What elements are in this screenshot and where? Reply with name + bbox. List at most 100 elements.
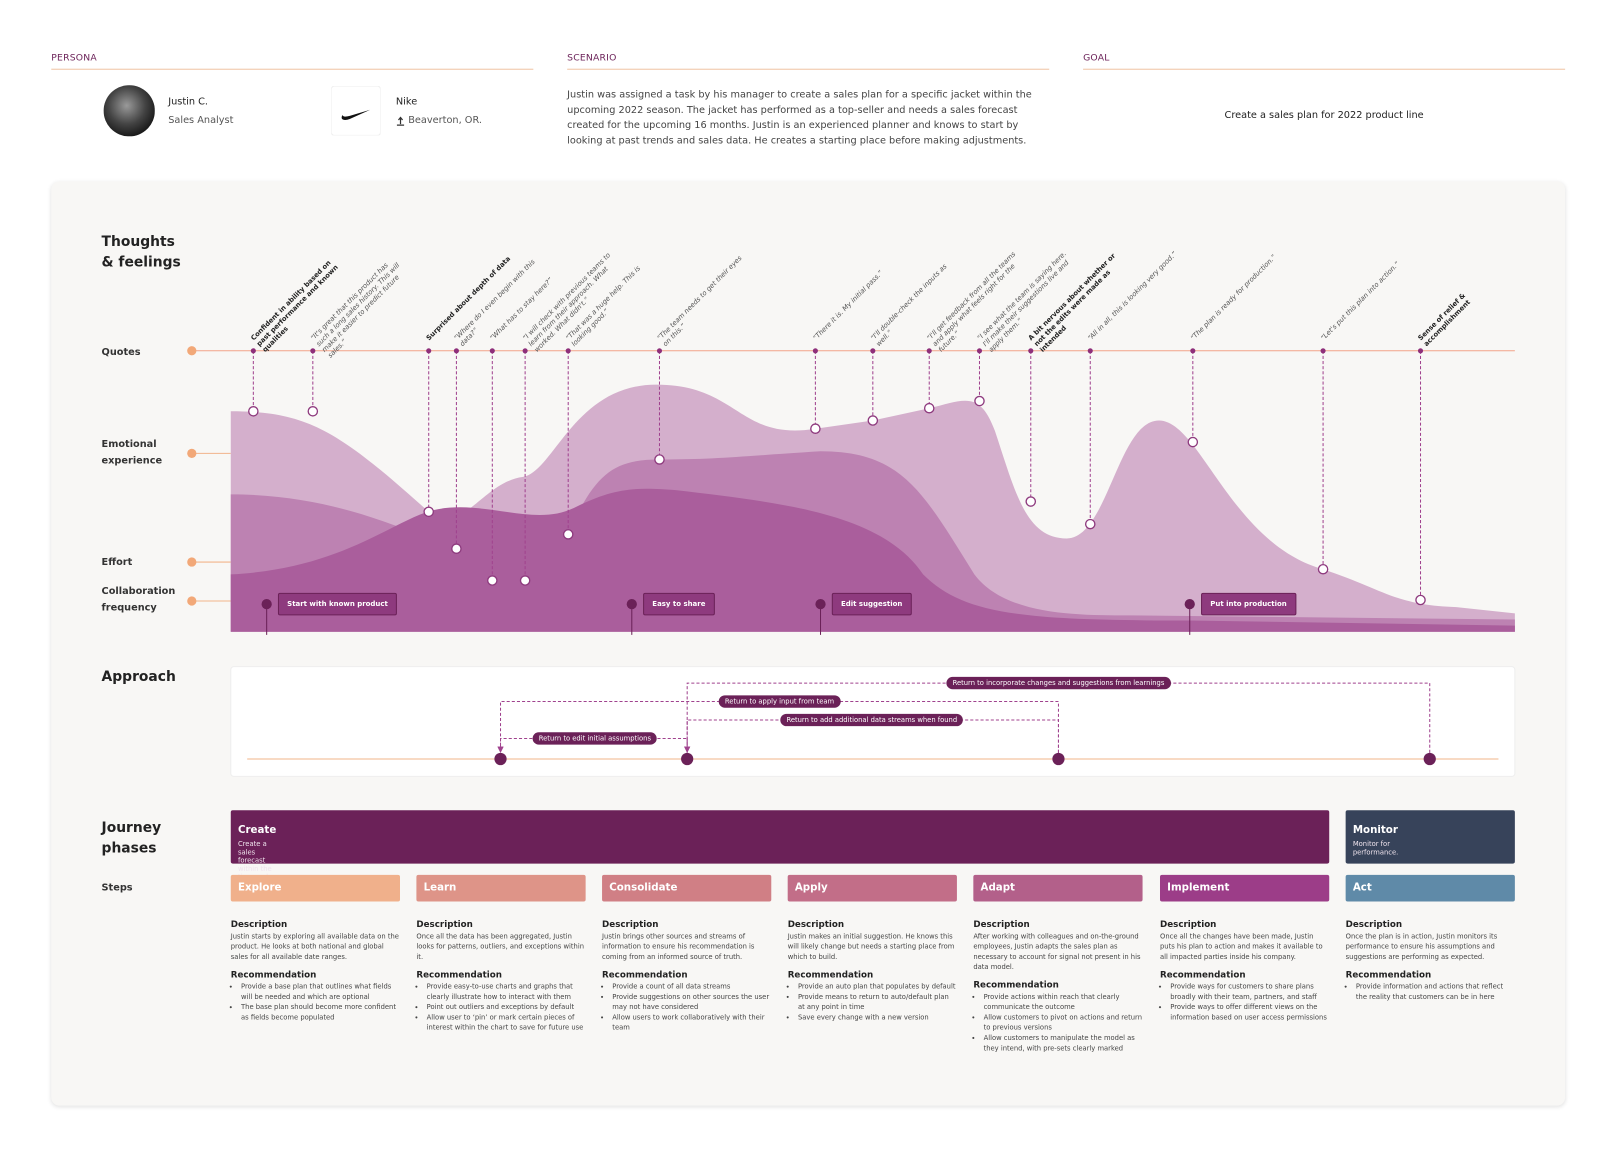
section-label: PERSONA [51,53,97,64]
recommendation: Point out outliers and exceptions by def… [427,1002,586,1012]
persona-name: Justin C. [168,96,209,108]
step-details: Description Justin starts by exploring al… [231,920,400,1023]
goal-text: Create a sales plan for 2022 product lin… [1224,109,1424,122]
heading: Recommendation [1159,970,1246,981]
section-title: Journey phases [101,819,162,857]
phase-bar [1345,810,1515,864]
quote-dot [489,348,495,354]
heading: Recommendation [230,970,317,981]
quote-dot [926,348,932,354]
recommendation: Provide ways to offer different views on… [1170,1002,1329,1023]
step: Implement [1159,874,1330,902]
heading: Description [1345,919,1403,931]
quote-dot [656,348,663,354]
recommendation: The base plan should become more confide… [241,1002,400,1023]
quote-dot [565,348,571,354]
loop-label: Return to apply input from team [718,695,841,708]
emotion-point [654,454,665,465]
heading: Recommendation [973,980,1059,991]
quote-dot [1028,348,1034,354]
persona-role: Sales Analyst [168,114,234,127]
scenario-text: Justin was assigned a task by his manage… [567,89,1032,147]
heading: Recommendation [416,970,502,981]
recommendation: Allow customers to manipulate the model … [984,1033,1143,1054]
quote-dot [1320,348,1326,354]
row-label: Effort [101,556,133,569]
emotion-point [307,405,319,417]
emotion-point [487,575,498,586]
step-details: Description Once all the changes have bee… [1160,920,1329,1023]
recommendation: Provide actions within reach that clearl… [984,992,1143,1013]
emotion-point [1415,594,1426,606]
approach-dot [681,752,694,766]
recommendations: Provide ways for customers to share plan… [1160,982,1329,1023]
loop-label: Return to edit initial assumptions [532,732,658,745]
heading: Recommendation [1345,970,1432,981]
heading: Description [1159,919,1217,931]
description: Justin makes an initial suggestion. He k… [787,932,955,962]
collab-tag: Easy to share [643,592,715,616]
description: Once all the data has been aggregated, J… [416,932,584,962]
recommendation: Provide ways for customers to share plan… [1170,982,1329,1003]
quote-dot [426,348,432,354]
quote-dot [1087,348,1093,354]
step-details: Description After working with colleagues… [973,920,1142,1053]
recommendations: Provide information and actions that ref… [1346,982,1515,1003]
description: After working with colleagues and on-the… [973,932,1141,972]
heading: Description [787,919,845,931]
step-details: Description Once all the data has been ag… [416,920,585,1033]
step: Act [1345,874,1515,902]
approach-dot [1052,752,1065,766]
quote-dot [812,348,818,354]
emotion-point [1317,563,1329,575]
recommendation: Allow customers to pivot on actions and … [984,1012,1143,1033]
step: Learn [416,874,586,902]
row-dot [187,448,197,458]
phase-summary: Monitor for performance. [1352,839,1399,857]
company-logo [331,86,381,136]
collab-dot [815,598,826,610]
step: Explore [230,874,400,902]
emotion-point [974,395,985,407]
collab-dot [1184,598,1195,610]
emotion-point [923,402,935,414]
collaboration-area [230,488,1515,632]
section-title: Approach [101,668,176,686]
step-details: Description Once the plan is in action, J… [1346,920,1515,1002]
description: Justin starts by exploring all available… [230,932,399,962]
step-details: Description Justin brings other sources a… [602,920,771,1033]
recommendation: Provide easy-to-use charts and graphs th… [427,982,586,1003]
description: Once the plan is in action, Justin monit… [1345,932,1498,962]
emotion-point [562,529,574,540]
recommendations: Provide an auto plan that populates by d… [788,982,957,1023]
collab-tag: Edit suggestion [831,592,912,616]
recommendation: Provide means to return to auto/default … [798,992,957,1013]
recommendation: Provide a count of all data streams [612,982,771,992]
emotion-point [519,575,531,586]
section-title: Thoughts & feelings [101,233,181,271]
rule [51,68,534,70]
recommendation: Provide a base plan that outlines what f… [241,982,400,1003]
quote-dot [250,348,256,354]
row-dot [187,596,197,606]
emotion-point [1187,436,1199,448]
quote-dot [453,348,459,354]
collab-tag: Start with known product [277,592,398,616]
step-details: Description Justin makes an initial sugge… [788,920,957,1023]
company-location: Beaverton, OR. [408,114,482,127]
heading: Description [416,919,473,931]
emotion-point [451,543,462,554]
description: Justin brings other sources and streams … [602,932,755,962]
quote-dot [870,348,876,354]
description: Once all the changes have been made, Jus… [1159,932,1323,962]
heading: Recommendation [602,970,688,981]
emotion-point [867,415,879,426]
phase-bar [230,810,1330,864]
step: Apply [787,874,957,902]
recommendations: Provide actions within reach that clearl… [973,992,1142,1054]
step: Consolidate [602,874,772,902]
phase-name: Monitor [1352,824,1398,836]
recommendation: Provide information and actions that ref… [1356,982,1515,1003]
